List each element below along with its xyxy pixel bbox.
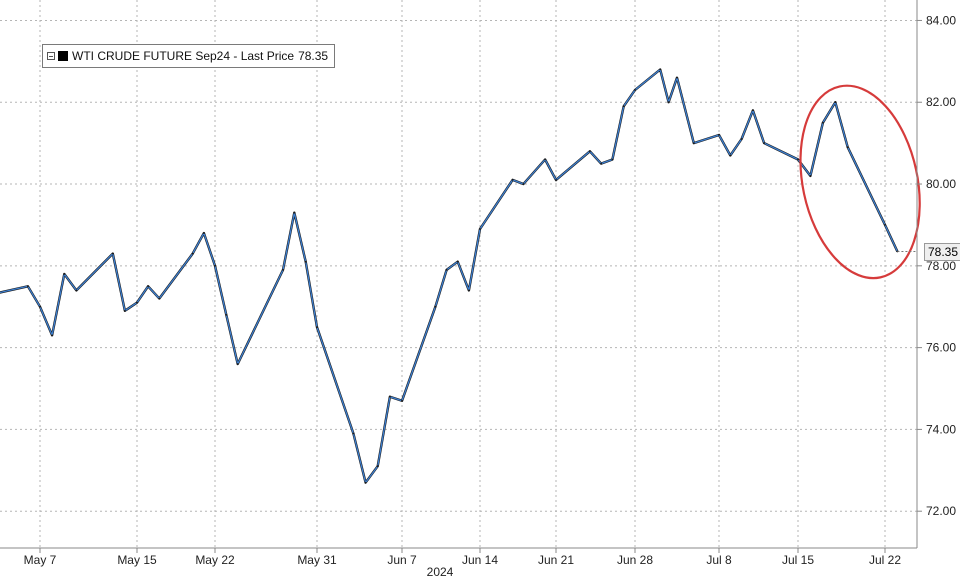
price-point bbox=[555, 179, 557, 181]
x-tick-label: Jun 28 bbox=[617, 553, 653, 567]
price-point bbox=[834, 101, 837, 104]
legend: WTI CRUDE FUTURE Sep24 - Last Price 78.3… bbox=[42, 44, 336, 68]
y-axis-ticks: 72.00 74.00 76.00 78.00 80.00 82.00 84.00 bbox=[917, 13, 956, 518]
y-tick-label: 76.00 bbox=[926, 341, 956, 355]
price-series bbox=[0, 68, 899, 484]
price-point bbox=[293, 211, 296, 214]
price-point bbox=[225, 314, 228, 316]
y-tick-label: 72.00 bbox=[926, 504, 956, 518]
price-point bbox=[203, 232, 205, 235]
x-tick-label: May 22 bbox=[195, 553, 235, 567]
price-point bbox=[522, 183, 525, 185]
price-point bbox=[352, 432, 355, 435]
price-point bbox=[27, 285, 29, 288]
price-point bbox=[158, 297, 161, 300]
legend-last-price-label: Last Price bbox=[240, 49, 295, 63]
axes bbox=[0, 0, 918, 549]
x-axis-year-label: 2024 bbox=[427, 565, 454, 579]
legend-separator: - bbox=[230, 49, 241, 63]
price-point bbox=[752, 109, 754, 112]
highlight-ellipse-shape bbox=[799, 84, 921, 280]
price-point bbox=[236, 363, 239, 365]
price-point bbox=[729, 154, 732, 157]
price-point bbox=[611, 158, 614, 161]
legend-last-price-value: 78.35 bbox=[298, 49, 329, 63]
price-point bbox=[191, 252, 194, 255]
price-point bbox=[468, 289, 470, 292]
y-tick-label: 82.00 bbox=[926, 95, 956, 109]
price-point bbox=[846, 146, 849, 149]
legend-collapse-icon[interactable] bbox=[47, 52, 55, 60]
price-point bbox=[111, 252, 114, 255]
price-point bbox=[282, 269, 284, 271]
price-point bbox=[401, 399, 403, 402]
x-tick-label: Jul 15 bbox=[782, 553, 814, 567]
x-tick-label: Jun 21 bbox=[538, 553, 574, 567]
y-tick-label: 74.00 bbox=[926, 422, 956, 436]
price-point bbox=[479, 228, 481, 230]
price-point bbox=[316, 326, 318, 329]
price-point bbox=[136, 301, 138, 304]
y-tick-label: 84.00 bbox=[926, 13, 956, 27]
y-tick-label: 80.00 bbox=[926, 177, 956, 191]
price-point bbox=[763, 142, 765, 145]
x-tick-label: May 7 bbox=[24, 553, 57, 567]
price-point bbox=[622, 105, 625, 108]
legend-series-swatch bbox=[58, 51, 68, 61]
price-point bbox=[667, 101, 670, 104]
price-point bbox=[434, 305, 437, 308]
price-point bbox=[304, 260, 307, 263]
price-point bbox=[389, 395, 391, 398]
price-point bbox=[124, 309, 126, 312]
price-point bbox=[718, 134, 720, 136]
price-point bbox=[600, 162, 602, 165]
grid-lines bbox=[0, 0, 917, 548]
price-point bbox=[822, 121, 824, 124]
highlight-ellipse bbox=[799, 84, 921, 280]
price-point bbox=[63, 273, 66, 275]
price-point bbox=[364, 481, 367, 484]
price-point bbox=[676, 76, 678, 79]
price-point bbox=[147, 285, 150, 288]
price-point bbox=[589, 150, 591, 153]
price-point bbox=[511, 179, 514, 181]
price-point bbox=[740, 138, 743, 140]
price-point bbox=[456, 260, 459, 263]
price-point bbox=[376, 465, 379, 468]
price-point bbox=[692, 142, 695, 145]
legend-series-label: WTI CRUDE FUTURE Sep24 bbox=[72, 49, 231, 63]
x-tick-label: May 15 bbox=[117, 553, 157, 567]
last-price-tag: 78.35 bbox=[924, 243, 960, 261]
price-point bbox=[884, 224, 886, 226]
x-tick-label: Jun 7 bbox=[387, 553, 417, 567]
price-point bbox=[39, 305, 41, 308]
x-tick-label: May 31 bbox=[297, 553, 337, 567]
price-point bbox=[544, 158, 546, 161]
price-point bbox=[445, 269, 448, 271]
x-tick-label: Jul 22 bbox=[869, 553, 901, 567]
price-point bbox=[797, 158, 799, 161]
price-point bbox=[809, 175, 812, 177]
price-line bbox=[0, 68, 898, 484]
price-point bbox=[214, 264, 216, 267]
y-tick-label: 78.00 bbox=[926, 259, 956, 273]
price-point bbox=[659, 68, 662, 71]
x-axis-ticks: May 7 May 15 May 22 May 31 Jun 7 Jun 14 Jun 21… bbox=[24, 548, 901, 567]
price-point bbox=[75, 289, 78, 292]
x-tick-label: Jun 14 bbox=[462, 553, 498, 567]
price-point bbox=[634, 89, 636, 91]
price-point bbox=[51, 334, 53, 337]
x-tick-label: Jul 8 bbox=[706, 553, 732, 567]
